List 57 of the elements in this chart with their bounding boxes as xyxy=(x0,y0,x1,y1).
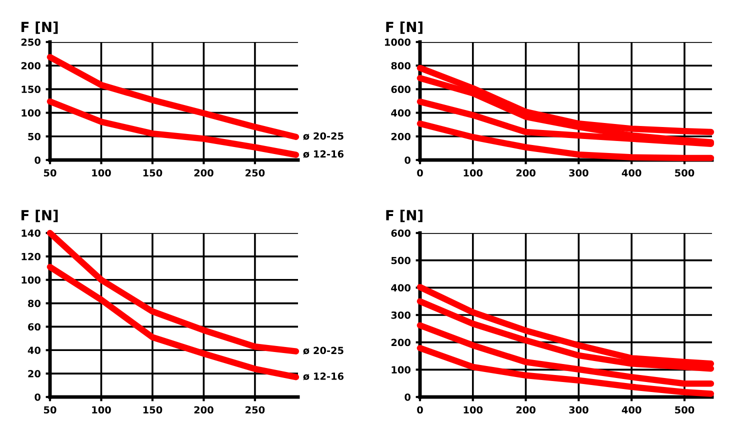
y-tick-label: 400 xyxy=(391,109,411,117)
series-label: ø 12-16 xyxy=(303,150,344,158)
y-tick-label: 100 xyxy=(22,109,41,117)
x-tick-label: 100 xyxy=(92,169,111,177)
y-tick-label: 200 xyxy=(391,132,411,140)
x-tick-label: 200 xyxy=(516,169,536,177)
x-tick-label: 500 xyxy=(675,406,694,414)
y-tick-label: 120 xyxy=(22,252,41,260)
y-tick-label: 0 xyxy=(34,156,41,164)
y-tick-label: 150 xyxy=(22,86,41,94)
y-tick-label: 600 xyxy=(391,86,411,94)
y-tick-label: 300 xyxy=(391,311,411,319)
x-tick-label: 100 xyxy=(464,169,483,177)
x-tick-label: 50 xyxy=(44,169,56,177)
series-label: ø 20-25 xyxy=(303,132,344,140)
y-tick-label: 0 xyxy=(404,393,411,401)
y-tick-label: 20 xyxy=(28,370,41,378)
x-tick-label: 0 xyxy=(417,406,423,414)
y-tick-label: 200 xyxy=(391,338,411,346)
y-axis-title: F [N] xyxy=(22,210,58,222)
y-axis-title: F [N] xyxy=(386,21,422,34)
y-tick-label: 100 xyxy=(22,276,41,284)
y-tick-label: 1000 xyxy=(385,38,411,46)
series-label: ø 12-16 xyxy=(303,372,344,380)
x-tick-label: 200 xyxy=(516,406,536,414)
x-tick-label: 100 xyxy=(92,406,111,414)
x-tick-label: 50 xyxy=(44,406,56,414)
x-tick-label: 500 xyxy=(675,169,694,177)
y-tick-label: 250 xyxy=(21,38,41,46)
y-tick-label: 100 xyxy=(392,366,411,374)
x-tick-label: 300 xyxy=(569,169,588,177)
y-axis-title: F [N] xyxy=(22,21,58,34)
x-tick-label: 250 xyxy=(246,169,265,177)
x-tick-label: 150 xyxy=(143,406,162,414)
y-tick-label: 500 xyxy=(391,256,411,264)
x-tick-label: 250 xyxy=(246,406,265,414)
series-label: ø 20-25 xyxy=(303,346,344,354)
y-tick-label: 40 xyxy=(28,346,41,354)
y-tick-label: 600 xyxy=(391,229,411,237)
x-tick-label: 100 xyxy=(464,406,483,414)
x-tick-label: 200 xyxy=(194,406,214,414)
y-tick-label: 80 xyxy=(28,300,41,308)
x-tick-label: 200 xyxy=(194,169,214,177)
x-tick-label: 150 xyxy=(143,169,162,177)
x-tick-label: 400 xyxy=(622,169,642,177)
y-tick-label: 140 xyxy=(22,229,41,237)
x-tick-label: 300 xyxy=(569,406,588,414)
y-tick-label: 0 xyxy=(34,393,41,401)
y-tick-label: 800 xyxy=(391,62,411,70)
y-tick-label: 60 xyxy=(28,323,41,331)
x-tick-label: 0 xyxy=(417,169,423,177)
y-tick-label: 200 xyxy=(21,62,41,70)
x-tick-label: 400 xyxy=(622,406,642,414)
y-axis-title: F [N] xyxy=(386,210,422,222)
y-tick-label: 400 xyxy=(391,284,411,292)
y-tick-label: 50 xyxy=(28,132,41,140)
y-tick-label: 0 xyxy=(404,156,411,164)
